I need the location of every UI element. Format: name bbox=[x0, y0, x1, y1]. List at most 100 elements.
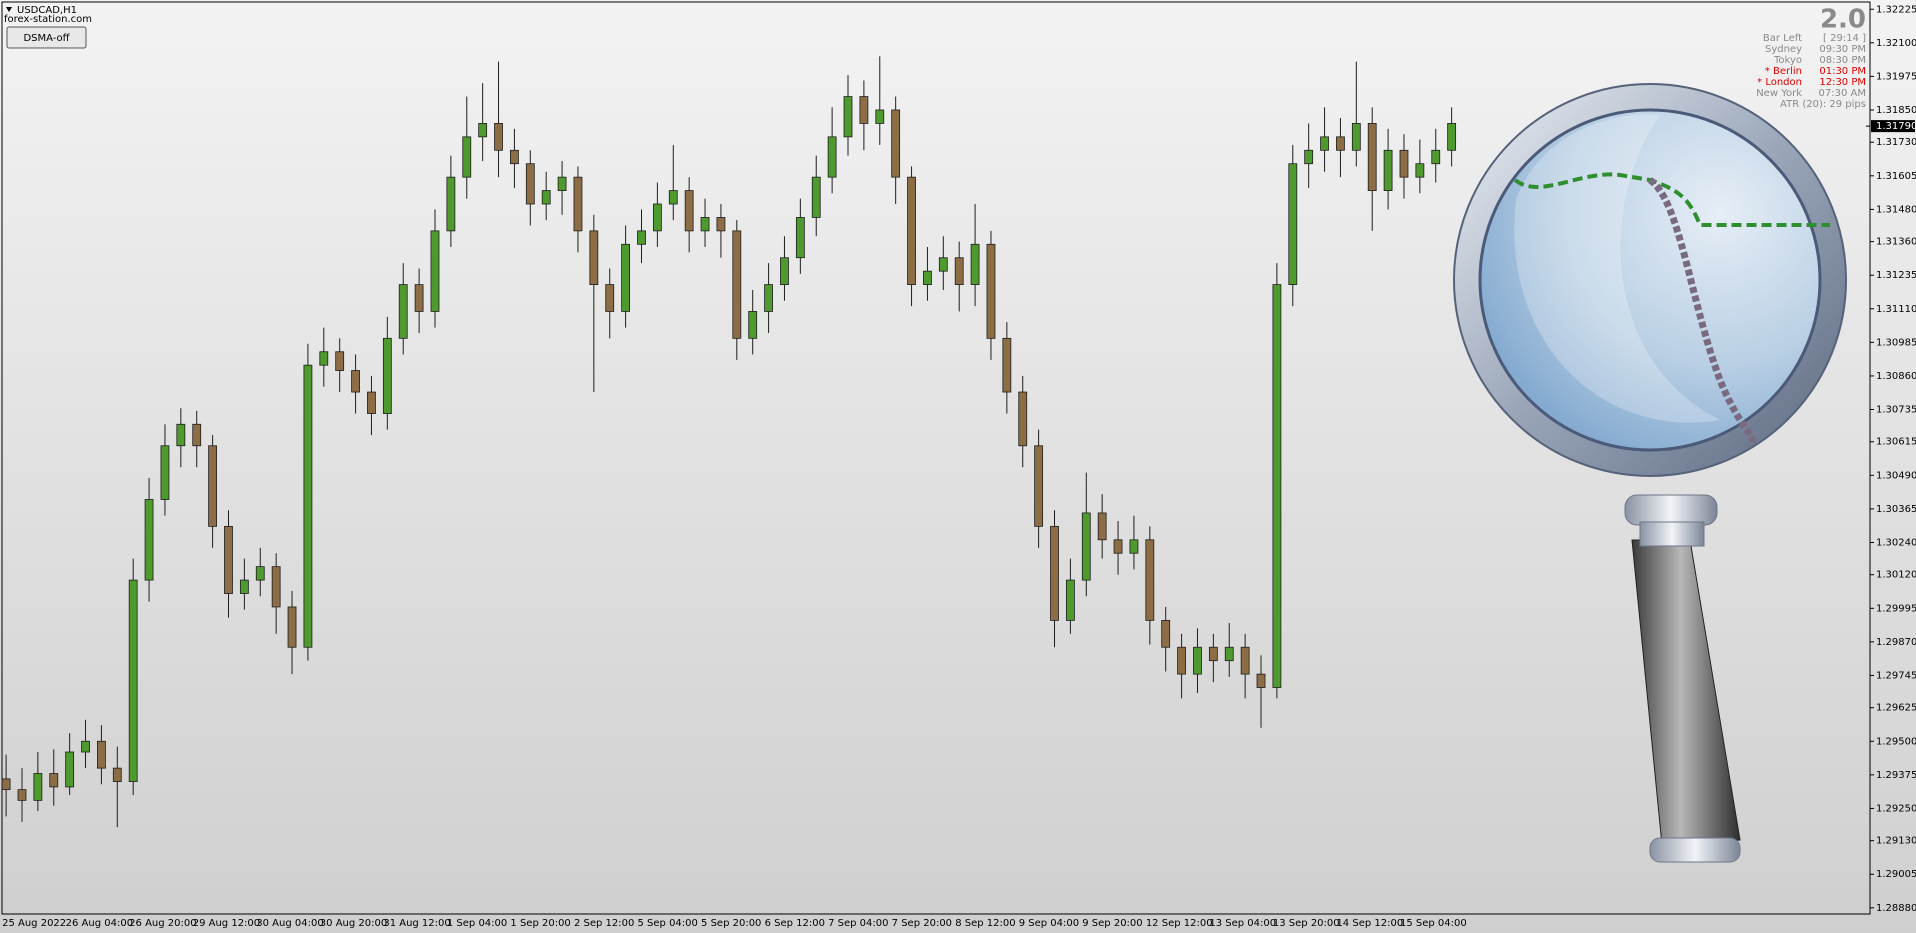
candle-body bbox=[1320, 136, 1329, 151]
y-tick-label: 1.28880 bbox=[1876, 903, 1916, 914]
candle-body bbox=[764, 284, 773, 312]
candle-body bbox=[573, 176, 583, 232]
x-tick-label: 8 Sep 12:00 bbox=[955, 918, 1015, 929]
y-tick-label: 1.32100 bbox=[1876, 38, 1916, 49]
y-tick-label: 1.30735 bbox=[1876, 405, 1916, 416]
info-value: 12:30 PM bbox=[1819, 77, 1866, 88]
candle-body bbox=[1177, 646, 1186, 675]
chart-subtitle: forex-station.com bbox=[4, 14, 92, 25]
x-tick-label: 26 Aug 04:00 bbox=[66, 918, 133, 929]
candle-body bbox=[1193, 646, 1202, 675]
button-frame[interactable] bbox=[6, 26, 87, 49]
info-value: 01:30 PM bbox=[1819, 66, 1866, 77]
x-tick-label: 9 Sep 20:00 bbox=[1082, 918, 1142, 929]
candle-body bbox=[907, 176, 916, 285]
candle-body bbox=[684, 190, 694, 232]
candle-body bbox=[1224, 646, 1234, 662]
candle-body bbox=[144, 499, 154, 581]
candle-body bbox=[112, 767, 122, 782]
candle-body bbox=[17, 789, 27, 801]
dsma-button[interactable]: DSMA-off bbox=[6, 26, 87, 49]
candle-body bbox=[462, 136, 472, 178]
plot bbox=[1, 56, 1870, 828]
candle-body bbox=[1383, 149, 1393, 191]
candle-body bbox=[1129, 539, 1139, 554]
candle-body bbox=[621, 243, 631, 312]
y-tick-label: 1.29250 bbox=[1876, 803, 1916, 814]
candle-body bbox=[843, 96, 853, 138]
handle-cap bbox=[1649, 837, 1741, 863]
magnifier-neck bbox=[1639, 521, 1705, 547]
candle-body bbox=[1065, 579, 1075, 621]
y-tick-label: 1.30985 bbox=[1876, 337, 1916, 348]
candle-body bbox=[716, 217, 726, 232]
y-tick-label: 1.32225 bbox=[1876, 4, 1916, 15]
candle-body bbox=[319, 351, 329, 366]
magnifier-lens bbox=[1478, 108, 1822, 452]
candle-body bbox=[700, 217, 710, 232]
x-tick-label: 12 Sep 12:00 bbox=[1146, 918, 1213, 929]
candle-body bbox=[605, 284, 615, 312]
candle-body bbox=[414, 284, 424, 312]
x-tick-label: 13 Sep 04:00 bbox=[1209, 918, 1276, 929]
info-value: 07:30 AM bbox=[1819, 88, 1866, 99]
lens-glare bbox=[1514, 114, 1720, 423]
candle-body bbox=[97, 740, 106, 769]
y-tick-label: 1.30120 bbox=[1876, 570, 1916, 581]
y-tick-label: 1.29870 bbox=[1876, 637, 1916, 648]
info-value: [ 29:14 ] bbox=[1823, 33, 1866, 44]
candle-body bbox=[637, 230, 646, 245]
x-tick-label: 2 Sep 12:00 bbox=[574, 918, 634, 929]
info-label: Tokyo bbox=[1773, 55, 1802, 66]
candle-body bbox=[1097, 512, 1107, 541]
info-panel: Bar Left [ 29:14 ] Sydney 09:30 PM Tokyo 08:3… bbox=[1756, 33, 1866, 99]
candle-body bbox=[478, 123, 488, 138]
candle-body bbox=[811, 176, 821, 218]
candle-body bbox=[255, 566, 265, 581]
candle-body bbox=[494, 123, 503, 151]
candle-body bbox=[1415, 163, 1425, 178]
candle-body bbox=[430, 230, 440, 312]
candle-body bbox=[668, 190, 678, 205]
x-tick-label: 5 Sep 20:00 bbox=[701, 918, 761, 929]
candle-body bbox=[557, 176, 567, 191]
x-tick-label: 13 Sep 20:00 bbox=[1273, 918, 1340, 929]
info-label: New York bbox=[1756, 88, 1802, 99]
candle-body bbox=[1, 778, 11, 791]
candle-body bbox=[81, 740, 90, 753]
candle-body bbox=[128, 579, 138, 782]
candle-body bbox=[859, 96, 869, 124]
candle-body bbox=[923, 270, 932, 285]
candle-body bbox=[1336, 136, 1345, 151]
candle-body bbox=[398, 284, 408, 339]
candle-body bbox=[303, 364, 313, 648]
info-value: 09:30 PM bbox=[1819, 44, 1866, 55]
candle-body bbox=[1447, 123, 1457, 151]
magnifier bbox=[1453, 83, 1847, 863]
candle-body bbox=[1113, 539, 1123, 554]
candle-body bbox=[795, 217, 805, 259]
lens-line bbox=[1513, 172, 1830, 227]
candle-body bbox=[176, 423, 186, 447]
candle-body bbox=[748, 311, 758, 339]
y-tick-label: 1.31850 bbox=[1876, 105, 1916, 116]
candle-body bbox=[1288, 163, 1298, 285]
button-label[interactable]: DSMA-off bbox=[23, 33, 70, 44]
candle-body bbox=[891, 109, 901, 178]
x-tick-label: 26 Aug 20:00 bbox=[129, 918, 196, 929]
candle-body bbox=[780, 257, 789, 285]
y-tick-label: 1.31235 bbox=[1876, 270, 1916, 281]
candle-body bbox=[954, 257, 964, 285]
y-tick-label: 1.31975 bbox=[1876, 71, 1916, 82]
x-tick-label: 9 Sep 04:00 bbox=[1019, 918, 1079, 929]
candle-body bbox=[367, 391, 376, 414]
info-label: Sydney bbox=[1765, 44, 1802, 55]
current-price-box bbox=[1871, 120, 1915, 133]
y-tick-label: 1.29500 bbox=[1876, 736, 1916, 747]
candle-body bbox=[970, 243, 980, 285]
candle-body bbox=[33, 773, 43, 801]
candle-body bbox=[65, 751, 75, 788]
y-tick-label: 1.29375 bbox=[1876, 770, 1916, 781]
